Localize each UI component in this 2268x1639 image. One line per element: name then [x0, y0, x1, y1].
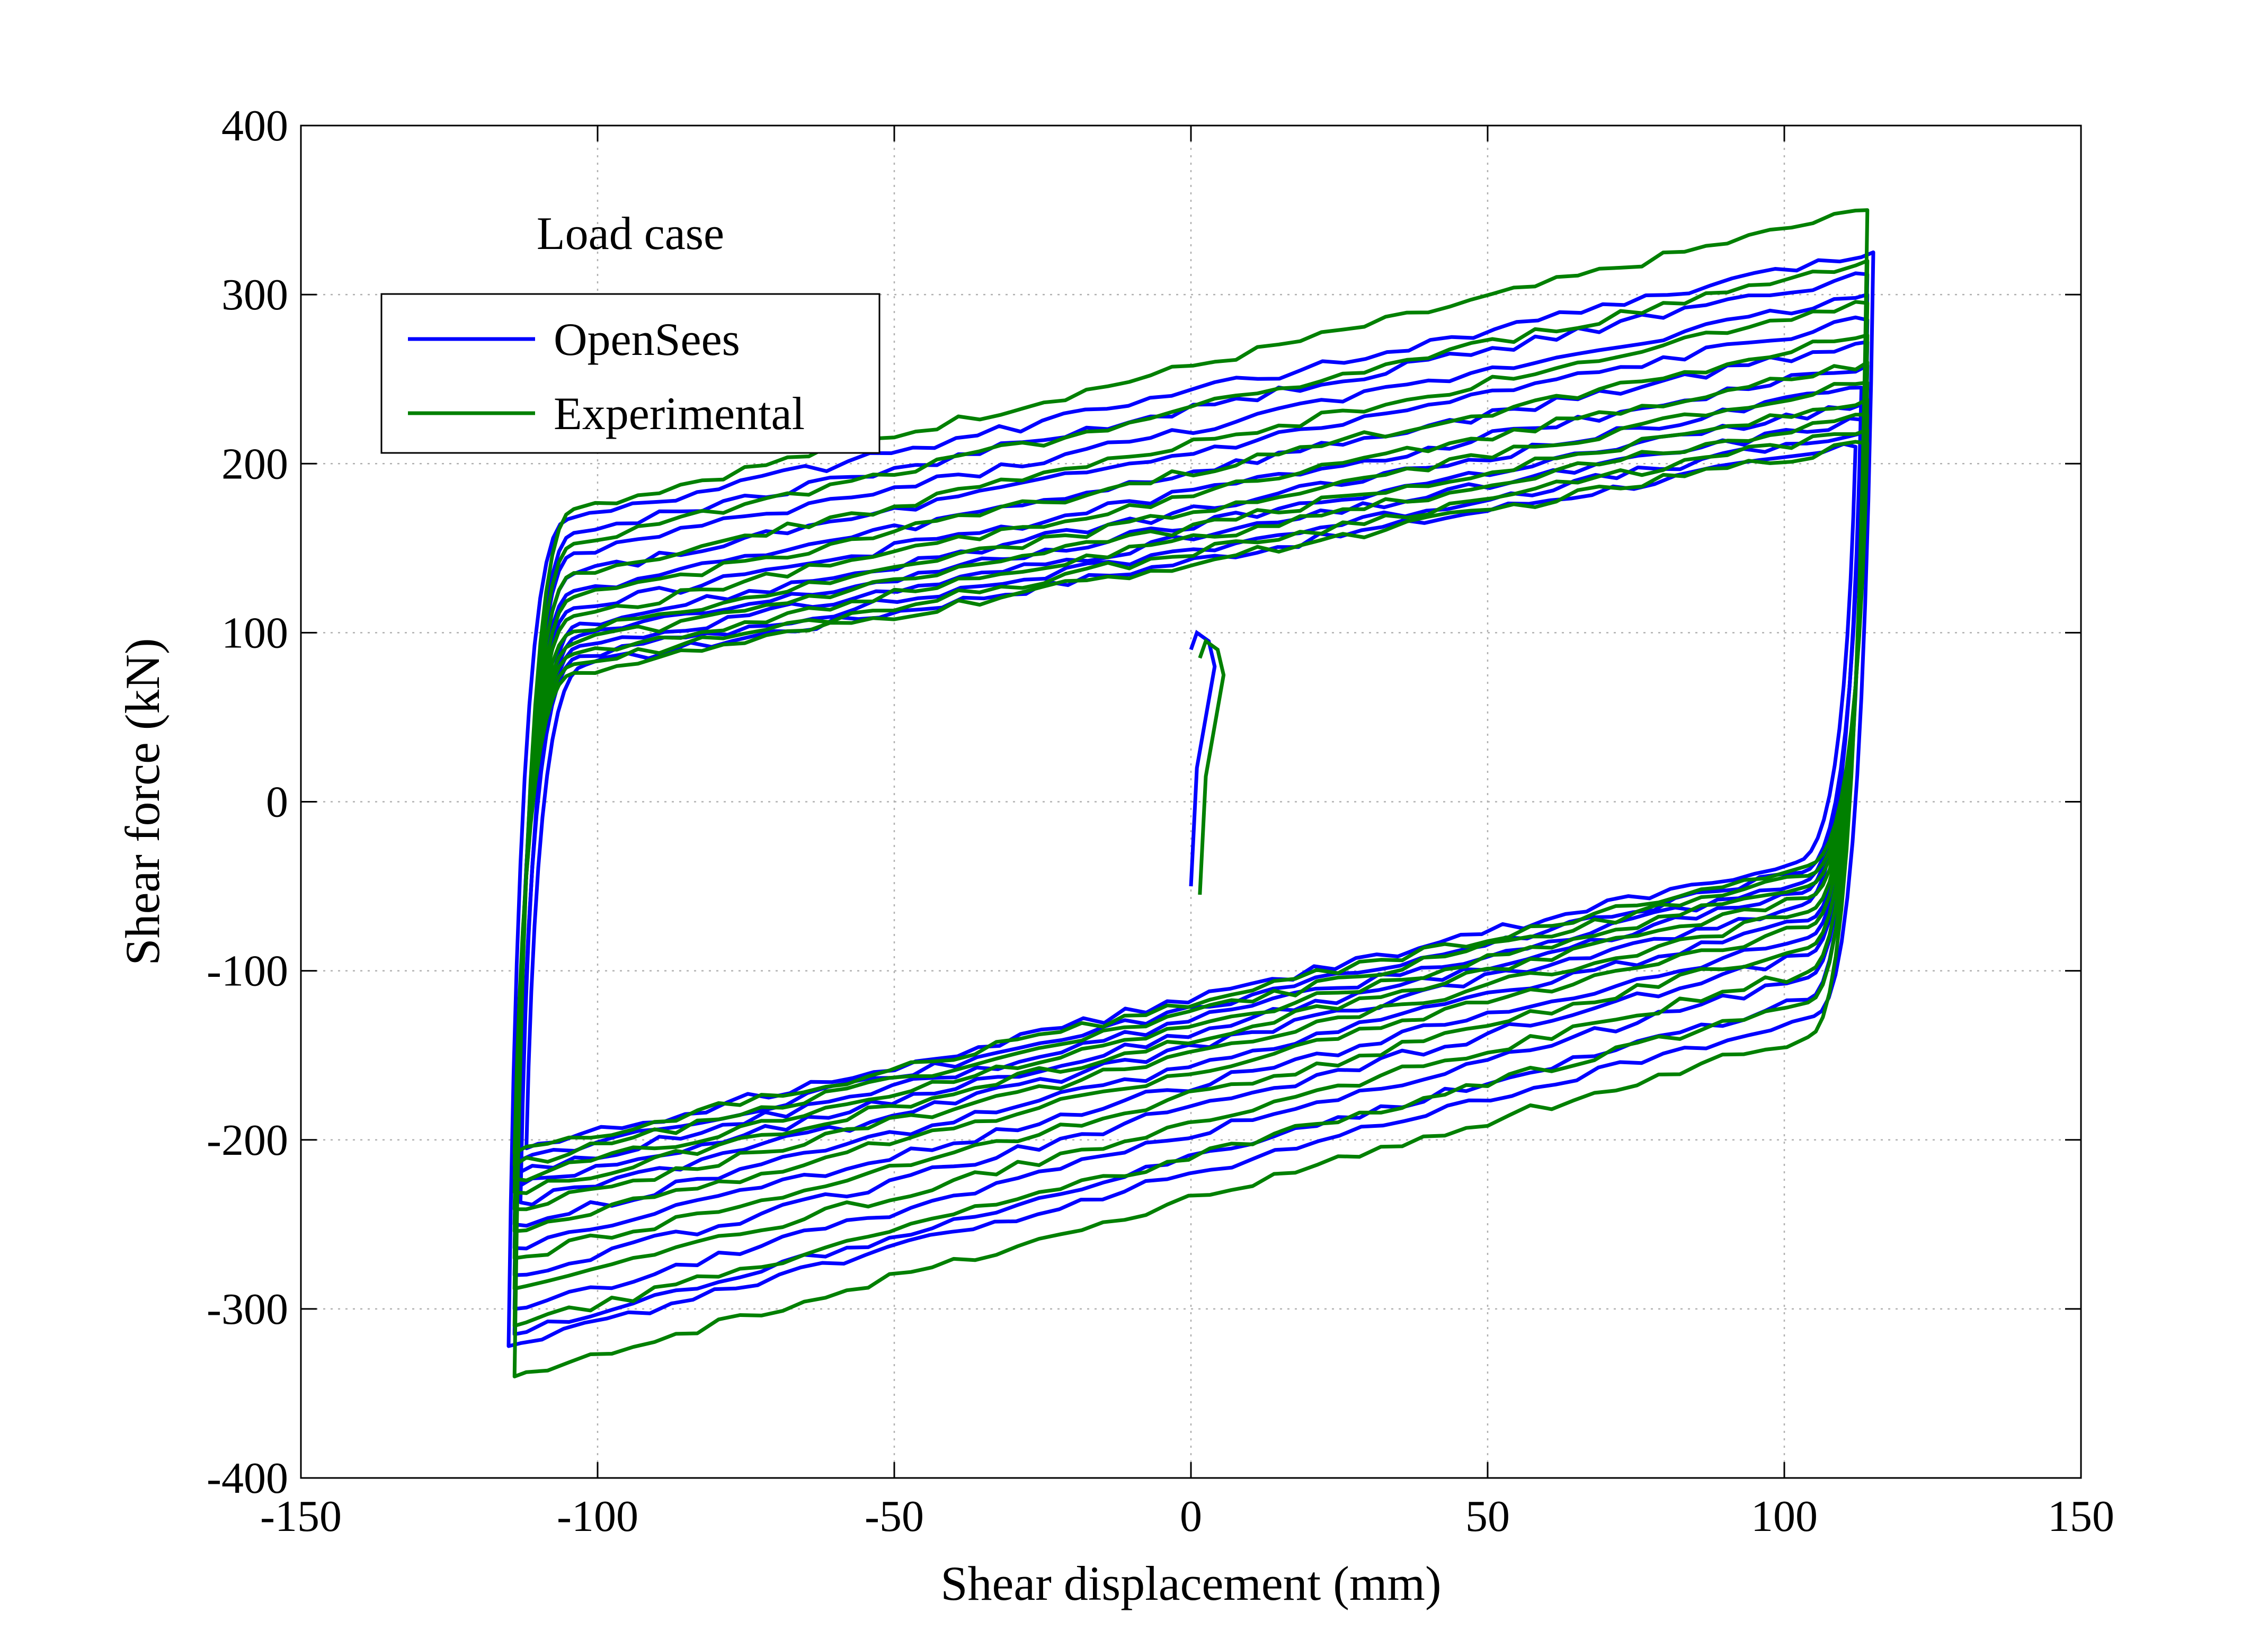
legend-box: [380, 293, 880, 454]
y-tick-label: -400: [207, 1454, 288, 1503]
x-tick-label: 0: [1180, 1492, 1202, 1541]
y-tick-label: 300: [221, 270, 288, 319]
y-tick-label: 100: [221, 608, 288, 657]
series-opensees-cycle: [506, 250, 1875, 1348]
y-tick-label: 400: [221, 101, 288, 150]
y-tick-label: -200: [207, 1116, 288, 1165]
x-tick-label: -100: [557, 1492, 638, 1541]
legend-label-experimental: Experimental: [554, 388, 805, 440]
legend-label-opensees: OpenSees: [554, 314, 740, 366]
series-opensees-cycle: [518, 386, 1864, 1207]
x-tick-label: 150: [2048, 1492, 2114, 1541]
x-tick-label: -50: [865, 1492, 924, 1541]
series-experimental-initial-segment: [1198, 638, 1226, 895]
series-opensees-initial-segment: [1189, 629, 1217, 887]
x-tick-label: 50: [1465, 1492, 1510, 1541]
y-tick-labels: -400 -300 -200 -100 0 100 200 300 400: [207, 101, 288, 1503]
y-tick-label: -300: [207, 1285, 288, 1334]
x-tick-label: 100: [1751, 1492, 1818, 1541]
y-axis-title: Shear force (kN): [115, 638, 170, 965]
y-tick-label: 0: [266, 778, 288, 827]
y-tick-label: 200: [221, 439, 288, 488]
axis-ticks: [300, 124, 2082, 1479]
y-tick-label: -100: [207, 947, 288, 996]
x-tick-label: -150: [260, 1492, 342, 1541]
x-tick-labels: -150 -100 -50 0 50 100 150: [260, 1492, 2114, 1541]
x-axis-title: Shear displacement (mm): [940, 1556, 1441, 1610]
legend-title: Load case: [537, 208, 724, 260]
